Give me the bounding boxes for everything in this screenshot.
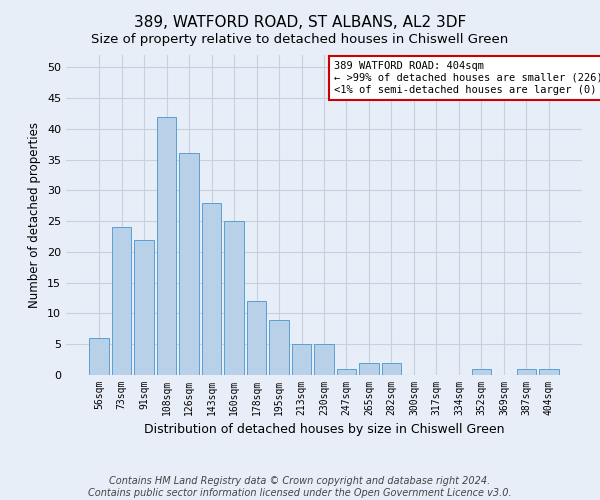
Bar [337, 369, 356, 375]
Bar [202, 202, 221, 375]
Bar [314, 344, 334, 375]
X-axis label: Distribution of detached houses by size in Chiswell Green: Distribution of detached houses by size … [144, 424, 504, 436]
Bar [269, 320, 289, 375]
Bar [292, 344, 311, 375]
Bar [382, 362, 401, 375]
Bar [157, 116, 176, 375]
Text: Size of property relative to detached houses in Chiswell Green: Size of property relative to detached ho… [91, 32, 509, 46]
Y-axis label: Number of detached properties: Number of detached properties [28, 122, 41, 308]
Text: Contains HM Land Registry data © Crown copyright and database right 2024.
Contai: Contains HM Land Registry data © Crown c… [88, 476, 512, 498]
Bar [517, 369, 536, 375]
Bar [539, 369, 559, 375]
Bar [134, 240, 154, 375]
Bar [89, 338, 109, 375]
Bar [224, 221, 244, 375]
Bar [179, 154, 199, 375]
Bar [247, 301, 266, 375]
Bar [359, 362, 379, 375]
Text: 389 WATFORD ROAD: 404sqm
← >99% of detached houses are smaller (226)
<1% of semi: 389 WATFORD ROAD: 404sqm ← >99% of detac… [334, 62, 600, 94]
Text: 389, WATFORD ROAD, ST ALBANS, AL2 3DF: 389, WATFORD ROAD, ST ALBANS, AL2 3DF [134, 15, 466, 30]
Bar [472, 369, 491, 375]
Bar [112, 228, 131, 375]
